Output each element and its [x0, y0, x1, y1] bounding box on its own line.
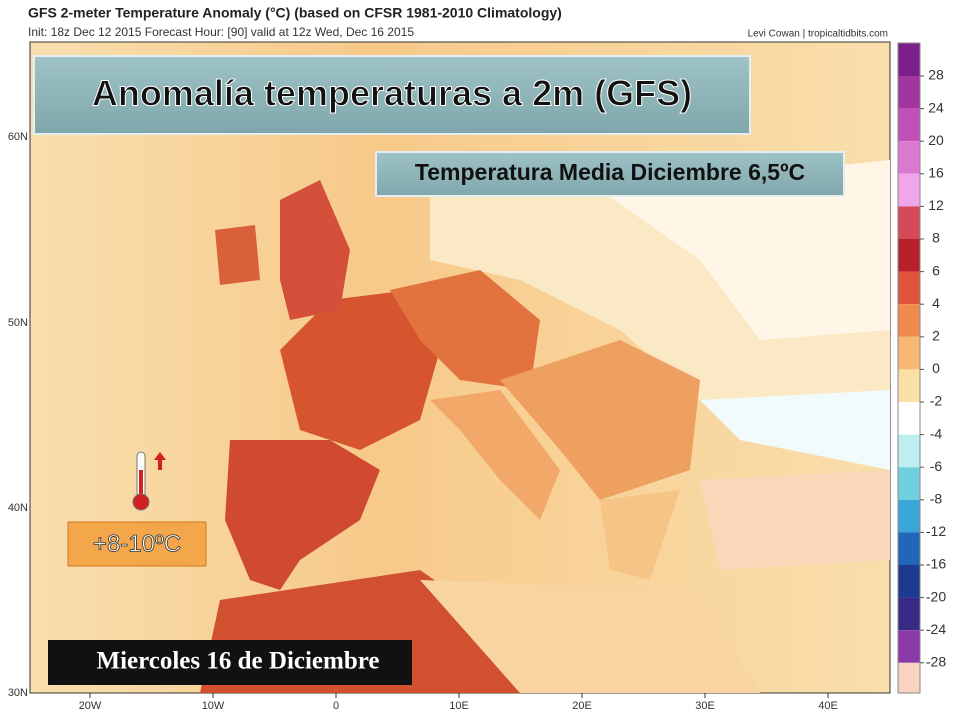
anomaly-badge: +8-10ºC [93, 530, 181, 557]
headline-box: Anomalía temperaturas a 2m (GFS) [33, 55, 751, 135]
colorbar-tick-label: 8 [932, 230, 940, 246]
colorbar-tick-label: 16 [928, 165, 944, 181]
colorbar-swatch [898, 206, 920, 239]
colorbar-tick-label: 0 [932, 360, 940, 376]
colorbar-swatch [898, 662, 920, 693]
colorbar-swatch [898, 565, 920, 598]
date-banner: Miercoles 16 de Diciembre [96, 648, 379, 675]
colorbar-swatch [898, 630, 920, 663]
y-tick-label: 40N [8, 502, 28, 514]
colorbar-swatch [898, 173, 920, 207]
mean-note-box: Temperatura Media Diciembre 6,5ºC [375, 151, 845, 197]
colorbar-tick-label: -6 [930, 458, 943, 474]
colorbar-swatch [898, 499, 920, 533]
colorbar-tick-label: -16 [926, 556, 946, 572]
x-tick-label: 20W [79, 700, 102, 712]
colorbar-tick-label: 4 [932, 295, 940, 311]
colorbar-swatch [898, 467, 920, 500]
colorbar-swatch [898, 43, 920, 76]
colorbar-swatch [898, 304, 920, 337]
colorbar-tick-label: 12 [928, 197, 944, 213]
colorbar-swatch [898, 434, 920, 468]
colorbar-swatch [898, 532, 920, 565]
colorbar-swatch [898, 271, 920, 305]
colorbar-tick-label: 6 [932, 262, 940, 278]
y-tick-label: 30N [8, 687, 28, 699]
colorbar-tick-label: -24 [926, 621, 946, 637]
colorbar-swatch [898, 597, 920, 631]
x-tick-label: 40E [818, 700, 838, 712]
colorbar-swatch [898, 402, 920, 435]
map [29, 41, 891, 694]
subtitle: Init: 18z Dec 12 2015 Forecast Hour: [90… [28, 25, 414, 39]
colorbar-swatch [898, 76, 920, 109]
colorbar-tick-label: 24 [928, 99, 944, 115]
y-tick-label: 60N [8, 131, 28, 143]
colorbar-swatch [898, 239, 920, 272]
credit: Levi Cowan | tropicaltidbits.com [748, 29, 888, 40]
x-tick-label: 20E [572, 700, 592, 712]
colorbar-swatch [898, 108, 920, 142]
colorbar-swatch [898, 369, 920, 402]
colorbar-tick-label: -4 [930, 425, 943, 441]
map-axes: 20W 10W 0 10E 20E 30E 40E 60N 50N 40N 30N [8, 131, 838, 712]
title: GFS 2-meter Temperature Anomaly (°C) (ba… [28, 5, 562, 21]
colorbar-tick-label: 20 [928, 132, 944, 148]
colorbar-tick-label: 28 [928, 67, 944, 83]
colorbar-frame [897, 42, 921, 694]
y-tick-label: 50N [8, 317, 28, 329]
colorbar-tick-label: 2 [932, 328, 940, 344]
anomaly-badge-box: +8-10ºC [67, 521, 207, 567]
colorbar-tick-label: -12 [926, 523, 946, 539]
colorbar-tick-label: -2 [930, 393, 943, 409]
colorbar-tick-label: -8 [930, 491, 943, 507]
headline: Anomalía temperaturas a 2m (GFS) [92, 73, 692, 114]
x-tick-label: 30E [695, 700, 715, 712]
date-banner-box: Miercoles 16 de Diciembre [48, 640, 412, 685]
colorbar-swatch [898, 141, 920, 174]
x-tick-label: 10E [449, 700, 469, 712]
colorbar-swatch [898, 336, 920, 370]
mean-note: Temperatura Media Diciembre 6,5ºC [415, 159, 805, 185]
x-tick-label: 10W [202, 700, 225, 712]
x-tick-label: 0 [333, 700, 339, 712]
colorbar-tick-label: -20 [926, 588, 946, 604]
colorbar-tick-label: -28 [926, 654, 946, 670]
thermometer [132, 451, 166, 511]
